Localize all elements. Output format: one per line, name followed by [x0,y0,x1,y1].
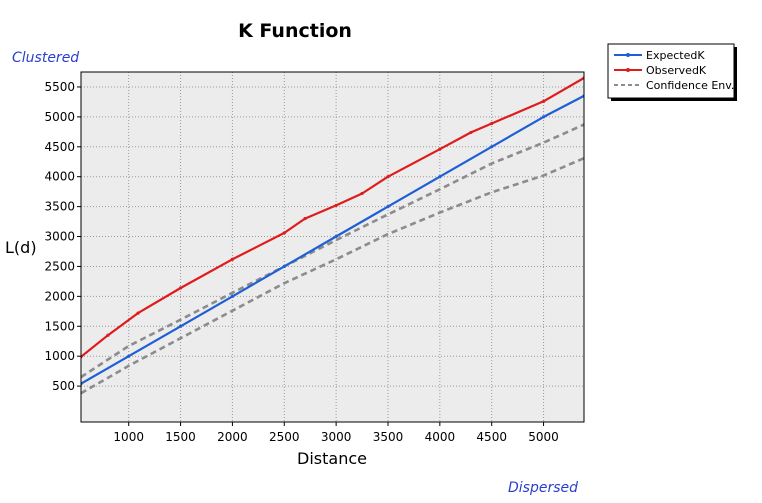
x-tick-label: 5000 [528,430,559,444]
data-point [438,147,442,151]
data-point [230,257,235,261]
data-point [490,121,494,126]
data-point [541,99,546,103]
legend-label: Confidence Env. [646,79,734,92]
y-tick-label: 3500 [44,200,75,214]
legend-marker [626,53,630,57]
data-point [386,175,390,179]
grid [81,72,584,422]
data-point [303,216,307,221]
y-tick-label: 500 [52,379,75,393]
y-tick-label: 1000 [44,349,75,363]
x-tick-label: 2500 [269,430,300,444]
axis-ticks: 1000 1500 2000 2500 3000 3500 4000 4500 5000 500 1… [44,80,558,444]
x-tick-label: 2000 [217,430,248,444]
data-point [334,203,338,208]
legend-marker [626,68,630,72]
legend: ExpectedK ObservedK Confidence Env. [607,43,737,101]
y-tick-label: 2000 [44,289,75,303]
data-point [490,145,494,149]
y-tick-label: 5500 [44,80,75,94]
data-point [106,333,110,337]
data-point [360,191,364,196]
plot-area [81,72,584,422]
y-tick-label: 2500 [44,259,75,273]
clustered-annotation: Clustered [12,50,79,66]
y-tick-label: 4500 [44,140,75,154]
x-tick-label: 3000 [321,430,352,444]
x-tick-label: 4000 [425,430,456,444]
x-axis-label: Distance [297,449,367,468]
data-point [282,264,286,269]
legend-label: ObservedK [646,64,707,77]
data-point [541,115,546,119]
x-tick-label: 3500 [373,430,404,444]
legend-label: ExpectedK [646,49,705,62]
chart-title: K Function [238,20,352,42]
data-point [334,234,338,239]
data-point [438,175,442,179]
y-tick-label: 5000 [44,110,75,124]
data-point [386,205,390,209]
data-point [127,354,131,358]
data-point [178,286,183,290]
plot-frame [80,71,585,423]
data-point [282,231,286,235]
data-point [136,311,140,315]
series-line-confidence-env- [81,123,584,379]
series-line-envelope-lower [81,157,584,395]
data-point [469,130,473,135]
x-tick-label: 1500 [165,430,196,444]
y-tick-label: 1500 [44,319,75,333]
y-tick-label: 4000 [44,170,75,184]
x-tick-label: 4500 [476,430,507,444]
dispersed-annotation: Dispersed [508,480,578,496]
x-tick-label: 1000 [113,430,144,444]
y-axis-label: L(d) [5,238,37,257]
data-point [178,324,183,328]
series-layer [81,76,584,395]
data-point [230,294,235,298]
y-tick-label: 3000 [44,230,75,244]
